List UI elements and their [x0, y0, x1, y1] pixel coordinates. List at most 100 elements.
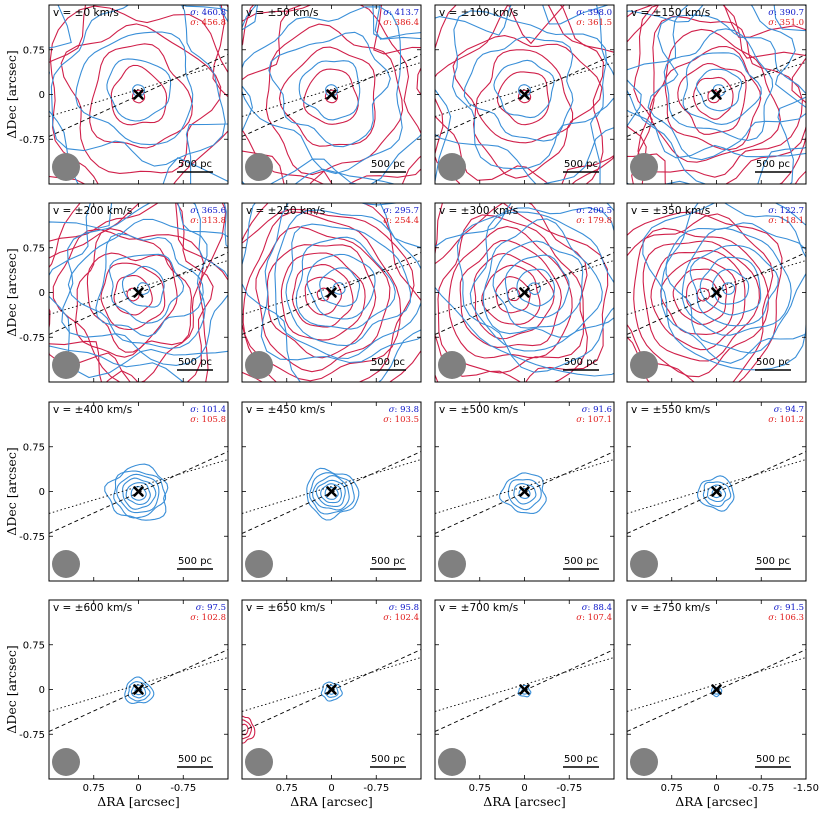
blue-contour [320, 483, 342, 504]
blue-contour [493, 59, 555, 119]
sigma-red-label: σ: 102.4 [383, 613, 419, 623]
panel-plot-area: 500 pc [435, 451, 614, 578]
sigma-red-label: σ: 351.0 [768, 18, 804, 28]
blue-contour [517, 684, 532, 698]
red-contour [642, 240, 760, 362]
panel-frame [626, 401, 807, 582]
x-tick-label: 0.75 [276, 783, 298, 794]
sigma-blue-label: σ: 97.5 [196, 603, 226, 613]
panel-plot-area: 500 pc [242, 649, 421, 776]
velocity-label: v = ±550 km/s [631, 404, 710, 416]
blue-contour [242, 203, 421, 382]
blue-contour [689, 244, 779, 327]
sigma-red-label: σ: 179.8 [576, 216, 612, 226]
blue-contour [499, 472, 547, 514]
beam-ellipse [245, 748, 273, 776]
scale-bar-label: 500 pc [178, 357, 212, 368]
blue-contour [125, 482, 151, 506]
x-tick-label: -0.75 [363, 783, 389, 794]
panel-frame [48, 202, 229, 383]
y-tick-label: 0 [39, 288, 45, 299]
blue-contour [49, 203, 228, 382]
panel-frame [241, 202, 422, 383]
red-contour [52, 228, 205, 382]
red-contour [242, 5, 421, 184]
blue-contour [492, 240, 584, 329]
velocity-label: v = ±650 km/s [246, 602, 325, 614]
sigma-blue-label: σ: 95.8 [389, 603, 419, 613]
panel-750: 500 pc v = ±750 km/s σ: 91.5σ: 106.3 0.75 0 -… [626, 599, 819, 809]
panel-150: 500 pc v = ±150 km/s σ: 390.7σ: 351.0 [626, 4, 807, 185]
blue-contour [50, 5, 226, 167]
red-contour [627, 5, 806, 184]
panel-frame [434, 401, 615, 582]
blue-contour [435, 203, 614, 377]
red-contour [303, 68, 359, 125]
sigma-red-label: σ: 107.1 [576, 415, 612, 425]
blue-contour [108, 253, 185, 324]
center-marker [519, 287, 530, 298]
y-axis-label: ΔDec [arcsec] [4, 50, 19, 138]
blue-contour [285, 223, 412, 347]
velocity-label: v = ±250 km/s [246, 205, 325, 217]
panel-0: 500 pc v = ±0 km/s σ: 460.8σ: 456.8 0.75 0 -0… [4, 4, 229, 185]
panel-450: 500 pc v = ±450 km/s σ: 93.8σ: 103.5 [241, 401, 422, 582]
red-contour [49, 203, 228, 382]
blue-contour [260, 203, 421, 364]
blue-contour [95, 233, 204, 338]
red-contour [266, 244, 377, 359]
y-tick-label: 0.75 [23, 45, 45, 56]
blue-contour [130, 684, 147, 699]
blue-contour [647, 14, 806, 161]
beam-ellipse [52, 351, 80, 379]
velocity-label: v = ±700 km/s [439, 602, 518, 614]
beam-ellipse [52, 748, 80, 776]
velocity-label: v = ±300 km/s [439, 205, 518, 217]
red-contour [437, 214, 585, 374]
blue-contour [113, 470, 167, 519]
blue-contour [124, 676, 155, 704]
blue-contour [306, 467, 360, 521]
dotted-axis-line [435, 260, 614, 315]
panel-200: 500 pc v = ±200 km/s σ: 365.6σ: 313.8 0.75 0… [4, 202, 229, 383]
scale-bar-label: 500 pc [564, 357, 598, 368]
red-contour [631, 5, 806, 184]
red-contour [627, 211, 783, 382]
x-axis-label: ΔRA [arcsec] [97, 794, 179, 809]
blue-contour [435, 5, 614, 184]
blue-contour [712, 268, 750, 305]
panel-350: 500 pc v = ±350 km/s σ: 122.7σ: 118.1 [626, 202, 807, 383]
panel-frame [48, 599, 229, 780]
blue-contour [332, 282, 346, 295]
red-contour [435, 5, 604, 184]
sigma-red-label: σ: 456.8 [190, 18, 226, 28]
red-contour [242, 5, 421, 184]
dotted-axis-line [627, 62, 806, 117]
center-marker [326, 684, 337, 695]
blue-contour [121, 265, 165, 308]
panel-300: 500 pc v = ±300 km/s σ: 200.5σ: 179.8 [434, 202, 615, 383]
red-contour [86, 252, 178, 353]
sigma-blue-label: σ: 413.7 [383, 8, 419, 18]
blue-contour [274, 209, 421, 360]
blue-contour [513, 483, 537, 505]
panel-frame [626, 4, 807, 185]
panel-plot-area: 500 pc [242, 203, 421, 382]
y-tick-label: -0.75 [19, 333, 45, 344]
x-tick-label: 0 [713, 783, 719, 794]
red-contour [633, 227, 770, 378]
red-contour [242, 5, 421, 184]
panel-frame [48, 401, 229, 582]
y-tick-label: 0.75 [23, 442, 45, 453]
panel-frame [241, 4, 422, 185]
blue-contour [706, 484, 727, 503]
beam-ellipse [245, 351, 273, 379]
blue-contour [315, 479, 346, 507]
blue-contour [642, 203, 806, 371]
blue-contour [451, 10, 608, 170]
sigma-blue-label: σ: 91.5 [774, 603, 804, 613]
blue-contour [516, 268, 556, 307]
blue-contour [298, 60, 361, 121]
blue-contour [295, 236, 396, 330]
blue-contour [469, 211, 614, 352]
